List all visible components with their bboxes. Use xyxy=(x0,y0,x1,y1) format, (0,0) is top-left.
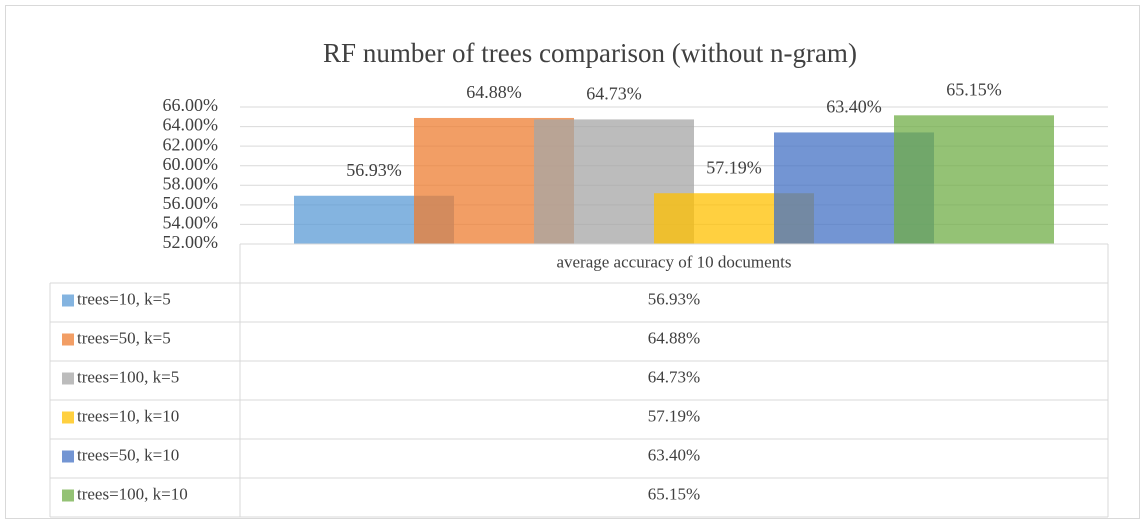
legend-label: trees=100, k=5 xyxy=(77,367,179,386)
legend-key xyxy=(62,333,74,346)
chart-title: RF number of trees comparison (without n… xyxy=(323,38,857,68)
legend-key xyxy=(62,450,74,463)
table-value: 65.15% xyxy=(648,484,700,503)
bar xyxy=(894,115,1054,244)
y-tick-label: 64.00% xyxy=(163,115,219,135)
data-label: 57.19% xyxy=(706,157,762,177)
legend-label: trees=10, k=5 xyxy=(77,289,171,308)
legend-key xyxy=(62,372,74,385)
data-label: 63.40% xyxy=(826,97,882,117)
y-tick-label: 56.00% xyxy=(163,193,219,213)
table-header: average accuracy of 10 documents xyxy=(556,252,791,271)
y-tick-label: 66.00% xyxy=(163,95,219,115)
y-tick-label: 60.00% xyxy=(163,154,219,174)
table-value: 63.40% xyxy=(648,445,700,464)
data-label: 65.15% xyxy=(946,79,1002,99)
legend-key xyxy=(62,489,74,502)
legend-key xyxy=(62,294,74,307)
y-tick-label: 54.00% xyxy=(163,213,219,233)
data-label: 64.73% xyxy=(586,84,642,104)
table-value: 64.73% xyxy=(648,367,700,386)
legend-label: trees=10, k=10 xyxy=(77,406,179,425)
legend-key xyxy=(62,411,74,424)
y-tick-label: 52.00% xyxy=(163,232,219,252)
legend-label: trees=50, k=10 xyxy=(77,445,179,464)
table-value: 57.19% xyxy=(648,406,700,425)
data-label: 56.93% xyxy=(346,160,402,180)
legend-label: trees=100, k=10 xyxy=(77,484,188,503)
chart-border xyxy=(5,5,1140,519)
table-value: 56.93% xyxy=(648,289,700,308)
data-label: 64.88% xyxy=(466,82,522,102)
legend-label: trees=50, k=5 xyxy=(77,328,171,347)
table-value: 64.88% xyxy=(648,328,700,347)
y-tick-label: 62.00% xyxy=(163,134,219,154)
y-tick-label: 58.00% xyxy=(163,173,219,193)
